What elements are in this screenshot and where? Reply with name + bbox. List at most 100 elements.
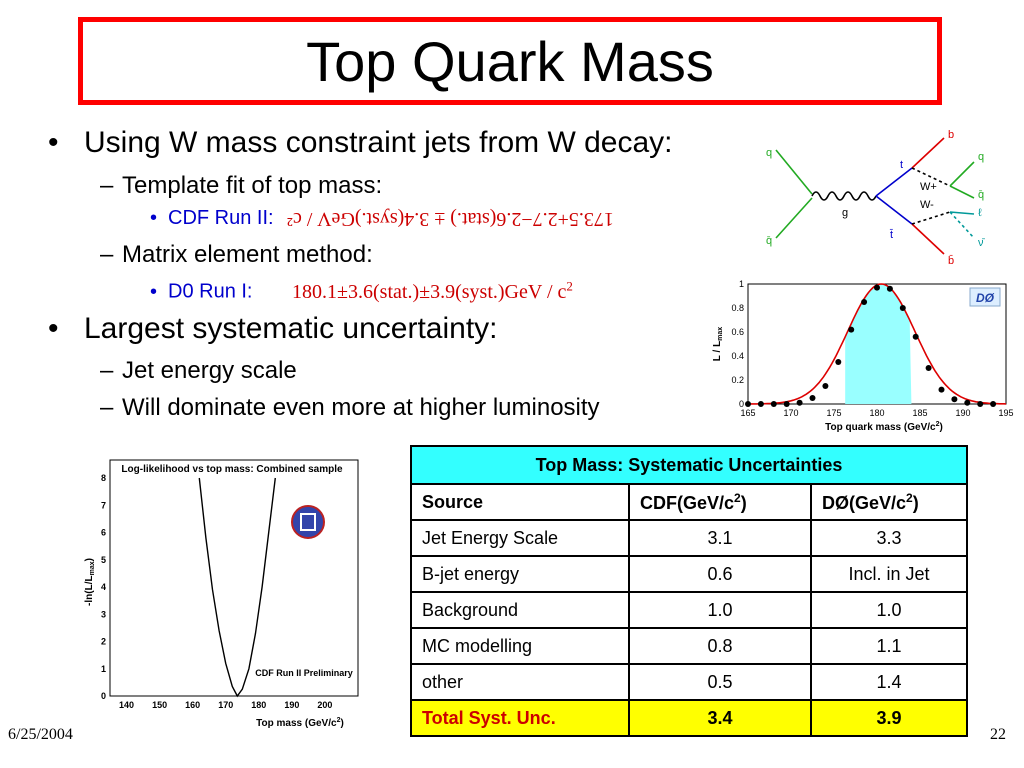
table-header-row: Source CDF(GeV/c2) DØ(GeV/c2)	[410, 483, 968, 521]
bullet-dash: –	[100, 394, 114, 421]
row-cdf: 1.0	[628, 591, 812, 629]
d0-y-ticks: 0 0.2 0.4 0.6 0.8 1	[731, 279, 744, 409]
d0-x-tick-label: 165	[740, 408, 755, 418]
d0-y-tick-label: 0.6	[731, 327, 744, 337]
header-cdf-close: )	[740, 492, 747, 513]
lepton-line	[949, 211, 975, 215]
gluon-line	[811, 191, 877, 201]
cdf-x-label-main: Top mass (GeV/c	[256, 718, 337, 729]
cdf-x-tick-label: 150	[152, 700, 167, 710]
table-row: other 0.5 1.4	[410, 663, 968, 701]
row-source: MC modelling	[410, 627, 630, 665]
bullet-1-2-text: Matrix element method:	[122, 241, 373, 268]
row-source: Jet Energy Scale	[410, 519, 630, 557]
table-caption: Top Mass: Systematic Uncertainties	[410, 445, 968, 485]
bullet-1-1: – Template fit of top mass:	[100, 172, 382, 200]
cdf-y-tick-label: 6	[101, 528, 106, 538]
d0-y-tick-label: 0	[739, 399, 744, 409]
bullet-dash: –	[100, 357, 114, 384]
top-line	[875, 167, 913, 197]
cdf-logo-icon	[291, 505, 325, 539]
table-row: Background 1.0 1.0	[410, 591, 968, 629]
d0-data-point	[809, 395, 816, 401]
d0-x-tick-label: 195	[998, 408, 1013, 418]
d0-likelihood-chart: 165 170 175 180 185 190 195 0 0.2 0.4 0.6 0.8 1 L /…	[712, 279, 1014, 433]
cdf-run2-value: 173.5+2.7−2.6(stat.) ± 3.4(syst.)GeV / c…	[287, 208, 615, 230]
cdf-x-label-sup: 2	[337, 717, 341, 724]
d0-run1-value: 180.1±3.6(stat.)±3.9(syst.)GeV / c2	[292, 278, 573, 303]
cdf-likelihood-curve	[198, 477, 276, 698]
feyn-label: q̄	[766, 235, 772, 247]
feynman-diagram: q q̄ g t t̄ W+ W- b q q̄ ℓ ν̄ b̄	[766, 129, 986, 267]
feyn-label: b̄	[948, 254, 954, 267]
feyn-label: q	[766, 147, 772, 159]
total-d0: 3.9	[810, 699, 968, 737]
total-source: Total Syst. Unc.	[410, 699, 630, 737]
header-cdf-text: CDF(GeV/c	[640, 492, 735, 513]
cdf-y-tick-label: 5	[101, 555, 106, 565]
bullet-2-text: Largest systematic uncertainty:	[84, 312, 498, 345]
d0-data-point	[964, 399, 971, 406]
cdf-y-tick-label: 2	[101, 637, 106, 647]
cdf-y-tick-label: 8	[101, 473, 106, 483]
footer-date: 6/25/2004	[8, 726, 73, 743]
feyn-label: ν̄	[978, 237, 986, 249]
cdf-y-axis-label: -ln(L/Lmax)	[84, 558, 96, 606]
bullet-small-dot: •	[150, 280, 158, 303]
d0-data-point	[938, 386, 945, 393]
cdf-run2-label: CDF Run II:	[168, 207, 274, 229]
cdf-x-tick-label: 190	[284, 700, 299, 710]
bbar-line	[911, 223, 945, 255]
cdf-plot-frame	[109, 459, 359, 697]
d0-data-point	[990, 401, 997, 407]
d0-data-point	[770, 401, 777, 407]
row-source: other	[410, 663, 630, 701]
bullet-2-1: – Jet energy scale	[100, 357, 297, 385]
row-d0: 1.4	[810, 663, 968, 701]
d0-x-tick-label: 180	[869, 408, 884, 418]
d0-data-point	[874, 284, 880, 291]
table-row: MC modelling 0.8 1.1	[410, 627, 968, 665]
antitop-line	[875, 195, 913, 225]
cdf-y-tick-label: 3	[101, 609, 106, 619]
d0-data-point	[977, 401, 984, 407]
bullet-1-text: Using W mass constraint jets from W deca…	[84, 126, 673, 159]
wqbar-line	[949, 185, 975, 199]
feyn-label: b	[948, 129, 954, 141]
d0-shaded-region	[845, 284, 912, 404]
w-plus-line	[911, 167, 951, 187]
b-line	[911, 137, 945, 169]
bullet-small-dot: •	[150, 207, 158, 229]
d0-data-point	[912, 333, 919, 340]
d0-y-tick-label: 0.8	[731, 303, 744, 313]
table-total-row: Total Syst. Unc. 3.4 3.9	[410, 699, 968, 737]
d0-x-ticks: 165 170 175 180 185 190 195	[740, 408, 1013, 418]
cdf-y-ticks: 0 1 2 3 4 5 6 7 8	[101, 473, 106, 701]
header-d0-text: DØ(GeV/c	[822, 492, 907, 513]
bullet-2: • Largest systematic uncertainty:	[48, 312, 498, 346]
cdf-x-tick-label: 170	[218, 700, 233, 710]
d0-data-point	[951, 396, 958, 403]
cdf-y-label-end: )	[84, 558, 95, 561]
feyn-label: t	[900, 159, 903, 171]
table-row: Jet Energy Scale 3.1 3.3	[410, 519, 968, 557]
cdf-x-ticks: 140 150 160 170 180 190 200	[119, 700, 332, 710]
d0-x-label-main: Top quark mass (GeV/c	[825, 422, 936, 433]
feyn-label: g	[842, 207, 848, 219]
d0-data-point	[835, 359, 842, 365]
neutrino-line	[949, 211, 975, 239]
row-cdf: 0.6	[628, 555, 812, 593]
d0-x-tick-label: 170	[783, 408, 798, 418]
cdf-x-tick-label: 200	[317, 700, 332, 710]
d0-run1-label: D0 Run I:	[168, 280, 253, 303]
quark-line-in-1	[775, 149, 813, 195]
d0-x-label-end: )	[939, 422, 942, 433]
d0-data-point	[886, 285, 893, 292]
bullet-dash: –	[100, 241, 114, 268]
row-source: Background	[410, 591, 630, 629]
row-cdf: 0.5	[628, 663, 812, 701]
feyn-label: ℓ	[978, 207, 982, 219]
cdf-annotation: CDF Run II Preliminary	[255, 668, 353, 678]
header-d0-sup: 2	[906, 490, 913, 505]
header-d0-close: )	[912, 492, 919, 513]
